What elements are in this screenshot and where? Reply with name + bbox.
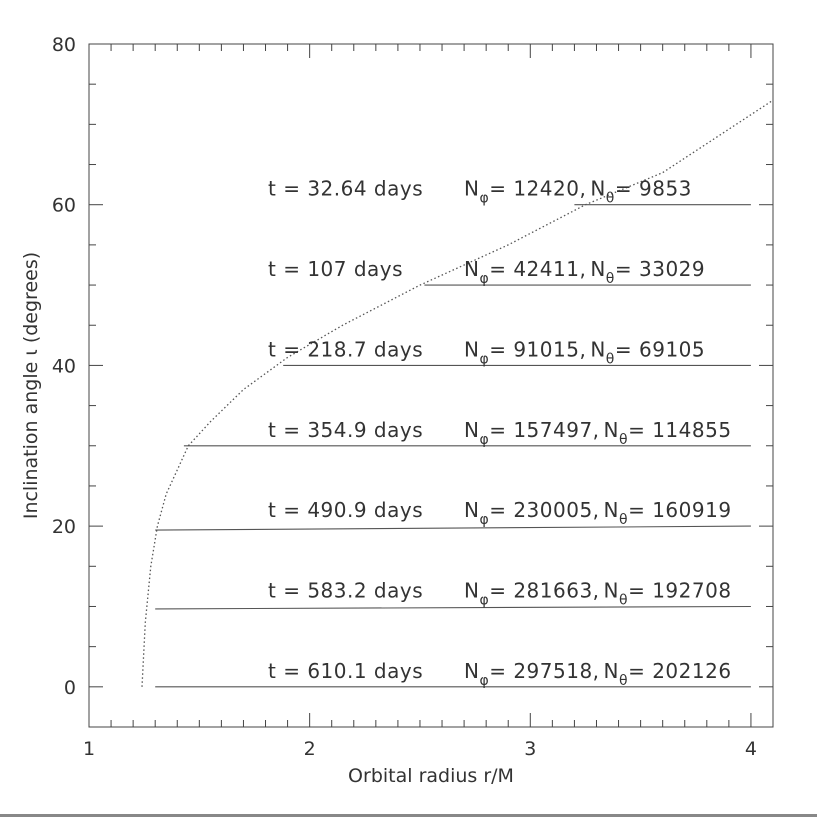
annotation-time: t = 583.2 days [268, 578, 423, 602]
series-line-envelope [141, 99, 774, 687]
series-group [141, 99, 774, 688]
series-line-6 [155, 605, 751, 610]
x-tick-label: 3 [524, 738, 536, 760]
annotation-ntheta: Nθ= 33029 [590, 257, 705, 287]
annotation-3: t = 354.9 days Nφ= 157497, Nθ= 114855 [268, 418, 732, 448]
annotation-nphi: Nφ= 42411, [464, 257, 586, 287]
y-tick-label: 40 [52, 355, 76, 377]
axis-ticks [88, 43, 774, 728]
bottom-divider [0, 814, 817, 817]
annotations: t = 32.64 days Nφ= 12420, Nθ= 9853 t = 107… [268, 177, 732, 689]
annotation-ntheta: Nθ= 192708 [604, 578, 732, 608]
y-axis-label: Inclination angle ι (degrees) [20, 252, 42, 519]
y-tick-label: 0 [64, 677, 76, 699]
series-line-5 [155, 525, 751, 531]
annotation-ntheta: Nθ= 114855 [604, 418, 732, 448]
annotation-time: t = 354.9 days [268, 418, 423, 442]
annotation-nphi: Nφ= 12420, [464, 177, 586, 207]
annotation-0: t = 32.64 days Nφ= 12420, Nθ= 9853 [268, 177, 692, 207]
annotation-5: t = 583.2 days Nφ= 281663, Nθ= 192708 [268, 578, 732, 608]
y-tick-label: 80 [52, 34, 76, 56]
x-axis-label: Orbital radius r/M [348, 765, 514, 787]
annotation-2: t = 218.7 days Nφ= 91015, Nθ= 69105 [268, 337, 705, 367]
annotation-1: t = 107 days Nφ= 42411, Nθ= 33029 [268, 257, 705, 287]
annotation-time: t = 32.64 days [268, 177, 423, 201]
annotation-time: t = 610.1 days [268, 659, 423, 683]
plot-border [88, 43, 774, 728]
annotation-ntheta: Nθ= 9853 [590, 177, 692, 207]
annotation-4: t = 490.9 days Nφ= 230005, Nθ= 160919 [268, 498, 732, 528]
annotation-nphi: Nφ= 281663, [464, 578, 600, 608]
y-tick-label: 20 [52, 516, 76, 538]
annotation-ntheta: Nθ= 69105 [590, 337, 705, 367]
annotation-6: t = 610.1 days Nφ= 297518, Nθ= 202126 [268, 659, 732, 689]
x-tick-label: 2 [304, 738, 316, 760]
annotation-nphi: Nφ= 157497, [464, 418, 600, 448]
x-tick-label: 4 [745, 738, 757, 760]
annotation-nphi: Nφ= 91015, [464, 337, 586, 367]
annotation-time: t = 107 days [268, 257, 403, 281]
annotation-nphi: Nφ= 297518, [464, 659, 600, 689]
plot-frame [88, 43, 774, 728]
annotation-ntheta: Nθ= 202126 [604, 659, 732, 689]
x-tick-label: 1 [83, 738, 95, 760]
y-tick-label: 60 [52, 195, 76, 217]
annotation-ntheta: Nθ= 160919 [604, 498, 732, 528]
annotation-time: t = 490.9 days [268, 498, 423, 522]
annotation-time: t = 218.7 days [268, 337, 423, 361]
annotation-nphi: Nφ= 230005, [464, 498, 600, 528]
